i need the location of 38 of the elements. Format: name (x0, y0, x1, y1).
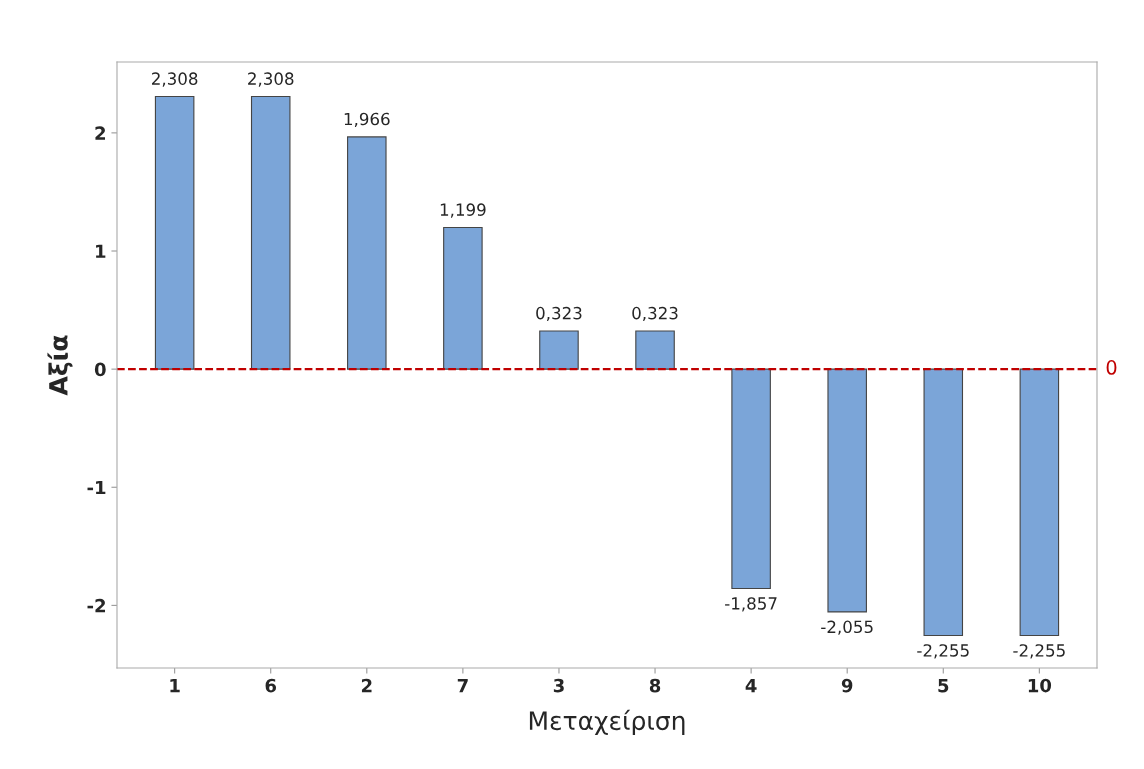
bar (250, 95, 291, 370)
data-label: -2,255 (1013, 644, 1065, 659)
data-label: -2,055 (821, 620, 873, 635)
x-tick-label: 8 (649, 678, 661, 693)
bar (827, 368, 867, 613)
y-tick-label: 2 (95, 126, 106, 140)
x-axis-title: Μεταχείριση (529, 709, 685, 735)
bar (347, 136, 387, 370)
x-tick-label: 10 (1028, 678, 1052, 693)
bar (1019, 368, 1060, 637)
y-axis-title: Αξία (47, 335, 73, 396)
x-tick-label: 2 (361, 678, 372, 693)
x-tick-label: 9 (841, 678, 853, 693)
data-label: 1,199 (440, 203, 486, 218)
bar (154, 95, 195, 370)
data-label: 0,323 (536, 306, 582, 322)
bar (539, 330, 579, 370)
y-tick-label: 0 (94, 362, 106, 377)
x-tick-label: 6 (265, 678, 277, 693)
y-tick-label: -2 (87, 598, 106, 613)
x-tick-label: 7 (457, 678, 468, 693)
x-tick-label: 1 (170, 678, 180, 693)
x-tick-label: 4 (745, 678, 757, 693)
x-tick-label: 5 (938, 678, 949, 693)
ref-line-label: 0 (1106, 360, 1117, 375)
x-tick-label: 3 (553, 678, 564, 693)
y-tick-label: 1 (96, 244, 106, 258)
data-label: 2,308 (152, 72, 198, 87)
data-label: -2,255 (917, 644, 969, 659)
data-label: 2,308 (248, 72, 294, 87)
data-label: 1,966 (344, 112, 390, 128)
y-tick-label: -1 (87, 480, 106, 495)
data-label: 0,323 (632, 306, 678, 322)
bar (443, 226, 483, 370)
bar (731, 368, 771, 590)
bar (923, 368, 964, 637)
bar (635, 330, 675, 370)
data-label: -1,857 (725, 597, 777, 612)
